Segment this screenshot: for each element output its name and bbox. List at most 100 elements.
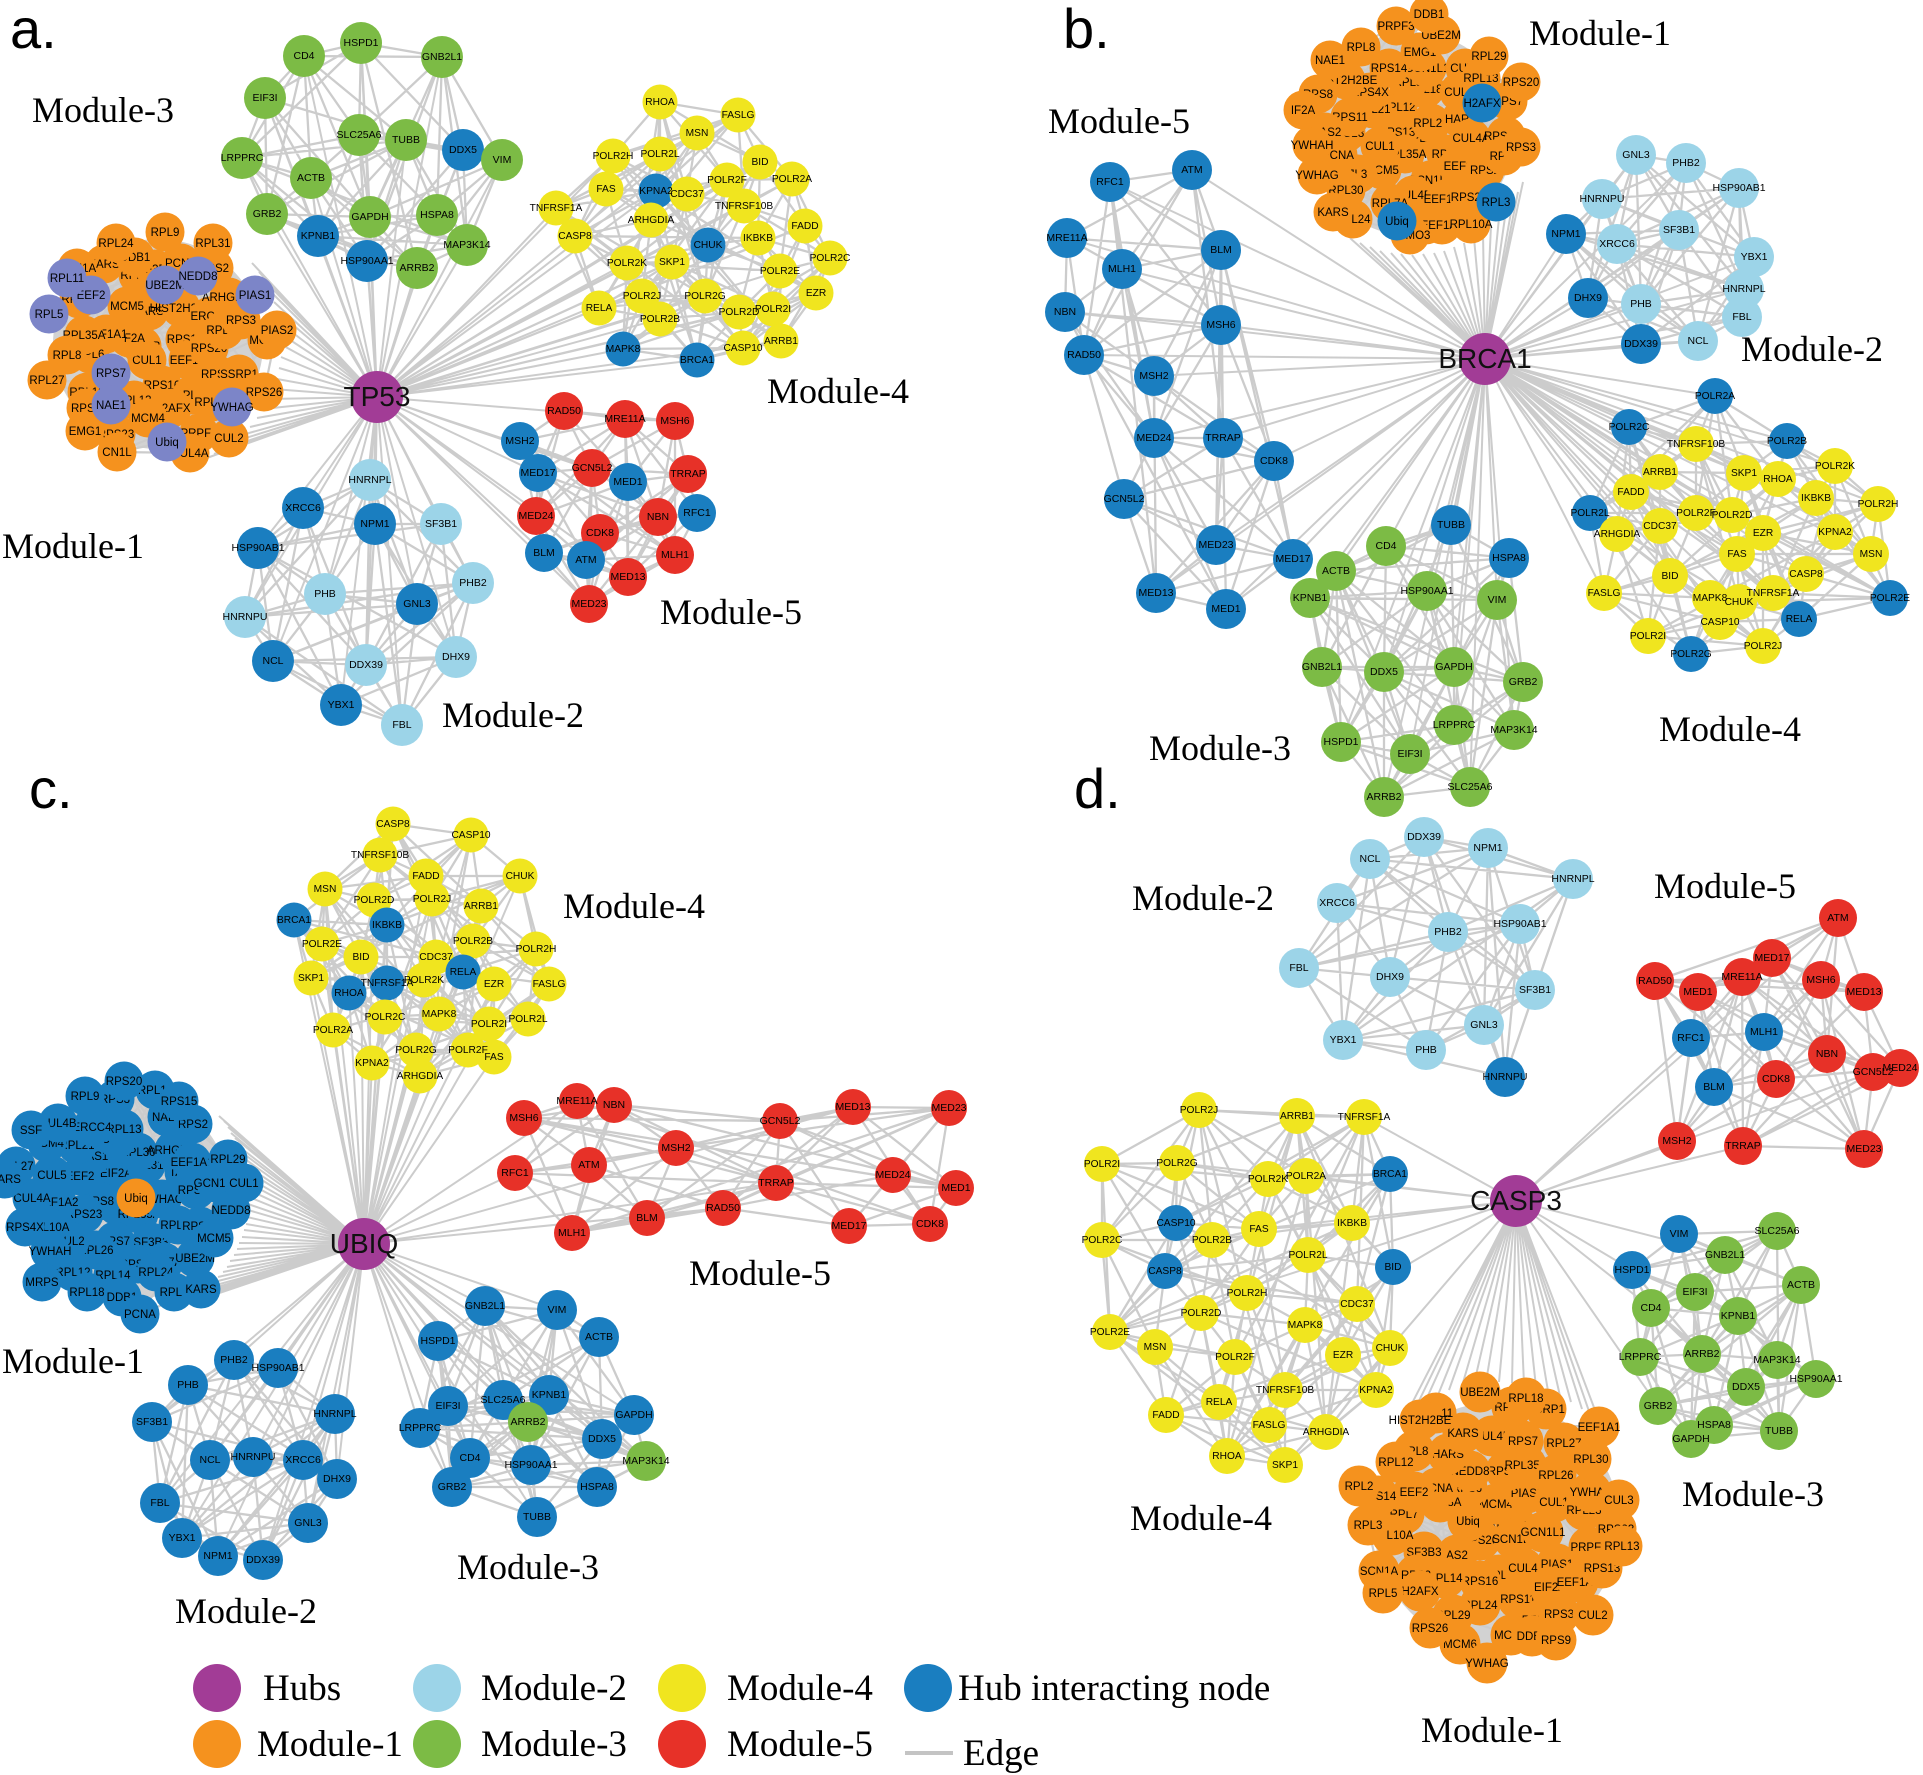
svg-text:POLR2D: POLR2D (719, 307, 760, 318)
svg-text:HSPD1: HSPD1 (420, 1335, 455, 1347)
svg-text:Module-3: Module-3 (32, 90, 174, 130)
svg-text:EIF3I: EIF3I (1682, 1286, 1707, 1298)
svg-text:KARS: KARS (1317, 207, 1349, 219)
svg-text:EMG1: EMG1 (1404, 47, 1437, 59)
svg-text:POLR2K: POLR2K (1248, 1174, 1288, 1185)
svg-text:CD4: CD4 (1640, 1302, 1661, 1314)
svg-text:CASP8: CASP8 (376, 819, 410, 830)
svg-text:POLR2A: POLR2A (772, 174, 812, 185)
svg-text:NEDD8: NEDD8 (179, 271, 218, 283)
svg-text:Module-4: Module-4 (767, 371, 909, 411)
svg-text:YBX1: YBX1 (1330, 1034, 1357, 1046)
svg-text:CUL2: CUL2 (1578, 1610, 1607, 1622)
svg-text:RHOA: RHOA (645, 97, 675, 108)
svg-text:CHUK: CHUK (506, 871, 535, 882)
svg-text:RAD50: RAD50 (1067, 349, 1101, 361)
svg-text:MED17: MED17 (831, 1220, 866, 1232)
svg-text:b.: b. (1063, 0, 1110, 60)
svg-text:BID: BID (1385, 1262, 1402, 1273)
svg-text:HSP90AA1: HSP90AA1 (1400, 585, 1453, 597)
svg-text:Module-1: Module-1 (257, 1724, 403, 1765)
svg-text:EEF1A1: EEF1A1 (171, 1157, 214, 1169)
svg-text:YBX1: YBX1 (328, 699, 355, 711)
svg-text:POLR2H: POLR2H (593, 151, 634, 162)
svg-text:MED13: MED13 (835, 1101, 870, 1113)
svg-text:TNFRSF10B: TNFRSF10B (1667, 439, 1726, 450)
svg-text:VIM: VIM (548, 1304, 567, 1316)
svg-text:HSPD1: HSPD1 (343, 37, 378, 49)
svg-text:MED1: MED1 (613, 476, 642, 488)
svg-text:MAP3K14: MAP3K14 (622, 1455, 669, 1467)
svg-text:YBX1: YBX1 (1741, 251, 1768, 263)
svg-text:PCNA: PCNA (124, 1309, 156, 1321)
svg-text:Module-1: Module-1 (1529, 13, 1671, 53)
svg-text:POLR2G: POLR2G (1156, 1158, 1197, 1169)
svg-text:SKP1: SKP1 (298, 973, 324, 984)
svg-text:YWHAG: YWHAG (210, 402, 254, 414)
svg-text:UBE2M: UBE2M (145, 280, 185, 292)
svg-text:RPL5: RPL5 (1369, 1588, 1398, 1600)
svg-text:Module-4: Module-4 (1130, 1498, 1272, 1538)
svg-text:RPS20: RPS20 (106, 1076, 142, 1088)
svg-text:NCL: NCL (1359, 853, 1380, 865)
svg-text:RPS11: RPS11 (1332, 112, 1368, 124)
svg-text:RPS3: RPS3 (226, 315, 256, 327)
svg-text:RPL18: RPL18 (1508, 1393, 1543, 1405)
svg-text:IKBKB: IKBKB (1801, 493, 1831, 504)
svg-text:BID: BID (1662, 571, 1679, 582)
svg-text:MED24: MED24 (1882, 1062, 1917, 1074)
svg-text:MED17: MED17 (1275, 553, 1310, 565)
svg-text:RPS3: RPS3 (1506, 142, 1536, 154)
svg-text:KPNA2: KPNA2 (639, 186, 673, 197)
svg-text:KPNB1: KPNB1 (532, 1389, 567, 1401)
svg-text:EIF3I: EIF3I (252, 92, 277, 104)
svg-text:RPS2: RPS2 (178, 1119, 208, 1131)
svg-text:Module-1: Module-1 (1421, 1710, 1563, 1750)
svg-text:EIF3I: EIF3I (435, 1400, 460, 1412)
svg-text:HSP90AB1: HSP90AB1 (1712, 182, 1765, 194)
svg-text:POLR2B: POLR2B (1767, 436, 1807, 447)
svg-text:RPS7: RPS7 (96, 368, 126, 380)
svg-text:CD4: CD4 (1375, 540, 1396, 552)
svg-text:HSPA8: HSPA8 (420, 209, 454, 221)
svg-text:VIM: VIM (1488, 594, 1507, 606)
svg-text:BLM: BLM (636, 1212, 658, 1224)
svg-text:RPL31: RPL31 (195, 238, 230, 250)
svg-text:HNRNPL: HNRNPL (348, 474, 391, 486)
svg-text:POLR2K: POLR2K (1815, 461, 1855, 472)
svg-text:CASP8: CASP8 (1148, 1266, 1182, 1277)
svg-text:CUL4: CUL4 (1508, 1563, 1538, 1575)
svg-text:RPL8: RPL8 (53, 350, 82, 362)
svg-text:RPL6: RPL6 (160, 1287, 189, 1299)
svg-text:RPL13: RPL13 (106, 1124, 141, 1136)
svg-text:POLR2F: POLR2F (448, 1045, 488, 1056)
svg-text:MCM5: MCM5 (110, 301, 144, 313)
svg-text:PHB2: PHB2 (1672, 157, 1700, 169)
svg-text:MED17: MED17 (1754, 952, 1789, 964)
svg-text:RPL18: RPL18 (69, 1287, 104, 1299)
svg-text:MRE11A: MRE11A (1046, 232, 1087, 244)
svg-text:TUBB: TUBB (523, 1511, 551, 1523)
svg-text:MRE11A: MRE11A (556, 1095, 597, 1107)
svg-text:DDX5: DDX5 (588, 1433, 616, 1445)
svg-text:RHOA: RHOA (1763, 474, 1793, 485)
svg-text:SKP1: SKP1 (1272, 1460, 1298, 1471)
svg-text:RFC1: RFC1 (683, 507, 711, 519)
svg-text:MCM4: MCM4 (131, 413, 165, 425)
svg-text:VIM: VIM (1670, 1228, 1689, 1240)
svg-text:MED24: MED24 (518, 510, 553, 522)
svg-text:CDK8: CDK8 (1260, 455, 1288, 467)
svg-text:Ubiq: Ubiq (1456, 1516, 1480, 1528)
svg-text:DDX5: DDX5 (449, 144, 477, 156)
svg-text:ARRB2: ARRB2 (510, 1416, 545, 1428)
svg-text:MED24: MED24 (1136, 432, 1171, 444)
svg-text:POLR2F: POLR2F (1215, 1352, 1255, 1363)
svg-text:TNFRSF10B: TNFRSF10B (1256, 1385, 1315, 1396)
svg-text:CD4: CD4 (459, 1452, 480, 1464)
svg-text:Module-2: Module-2 (442, 695, 584, 735)
svg-text:FAS: FAS (484, 1052, 503, 1063)
svg-text:NBN: NBN (1054, 306, 1076, 318)
svg-text:FADD: FADD (791, 221, 818, 232)
svg-text:MCM6: MCM6 (1443, 1639, 1477, 1651)
svg-text:POLR2L: POLR2L (508, 1014, 547, 1025)
